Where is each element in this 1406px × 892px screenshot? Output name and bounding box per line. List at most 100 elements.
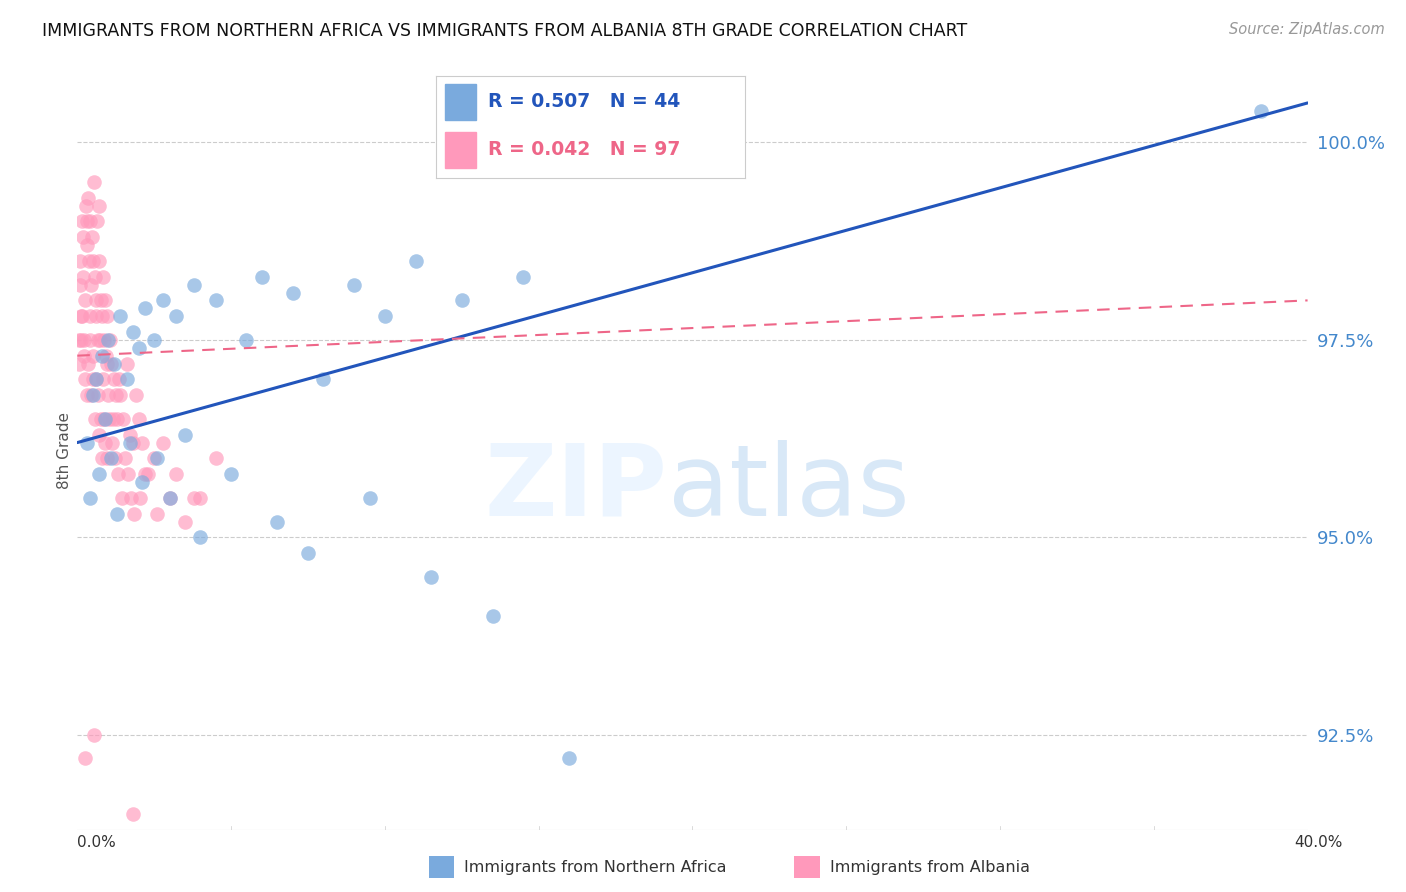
Point [159, 491, 181, 505]
Point [72, 230, 94, 244]
Point [128, 412, 150, 426]
Point [152, 435, 174, 450]
Point [79, 309, 101, 323]
Point [67, 333, 90, 347]
Text: IMMIGRANTS FROM NORTHERN AFRICA VS IMMIGRANTS FROM ALBANIA 8TH GRADE CORRELATION: IMMIGRANTS FROM NORTHERN AFRICA VS IMMIG… [42, 22, 967, 40]
Point [98, 333, 121, 347]
Point [118, 435, 141, 450]
Point [69, 333, 91, 347]
Text: R = 0.042   N = 97: R = 0.042 N = 97 [488, 140, 681, 159]
Point [165, 309, 187, 323]
Point [204, 293, 226, 308]
Point [250, 269, 273, 284]
Point [77, 191, 100, 205]
Point [101, 412, 124, 426]
Point [420, 570, 443, 584]
Point [73, 333, 96, 347]
Point [94, 349, 117, 363]
Point [183, 491, 205, 505]
Text: Immigrants from Northern Africa: Immigrants from Northern Africa [464, 860, 727, 874]
Point [343, 277, 366, 292]
Point [146, 451, 169, 466]
Point [72, 269, 94, 284]
Point [79, 491, 101, 505]
Point [90, 293, 112, 308]
Point [165, 467, 187, 482]
Point [70, 214, 93, 228]
Point [96, 309, 118, 323]
Point [115, 372, 138, 386]
Point [136, 467, 159, 482]
Point [134, 467, 156, 482]
Point [128, 341, 150, 355]
Text: 40.0%: 40.0% [1295, 836, 1343, 850]
Point [405, 254, 427, 268]
Point [96, 451, 118, 466]
Point [103, 357, 125, 371]
Point [115, 357, 138, 371]
Text: Immigrants from Albania: Immigrants from Albania [830, 860, 1029, 874]
Point [122, 507, 145, 521]
Point [86, 293, 108, 308]
Point [450, 293, 472, 308]
Point [121, 435, 143, 450]
Point [89, 333, 111, 347]
Y-axis label: 8th Grade: 8th Grade [56, 412, 72, 489]
Point [93, 412, 115, 426]
Point [82, 349, 104, 363]
Point [125, 388, 148, 402]
Point [86, 388, 108, 402]
Text: R = 0.507   N = 44: R = 0.507 N = 44 [488, 93, 681, 112]
Point [67, 357, 90, 371]
Point [82, 254, 104, 268]
Point [83, 728, 105, 742]
Point [104, 388, 127, 402]
Point [108, 372, 131, 386]
Bar [446, 84, 477, 120]
Point [104, 451, 127, 466]
Point [143, 333, 166, 347]
Point [159, 491, 181, 505]
Point [120, 491, 142, 505]
Point [100, 451, 122, 466]
Point [107, 467, 129, 482]
Point [266, 515, 288, 529]
Point [118, 427, 141, 442]
Point [84, 269, 107, 284]
Point [105, 507, 128, 521]
Point [77, 254, 100, 268]
Point [79, 214, 101, 228]
Point [87, 254, 110, 268]
Point [97, 388, 120, 402]
Point [143, 451, 166, 466]
Point [100, 357, 122, 371]
Point [93, 333, 115, 347]
Point [219, 467, 242, 482]
Point [79, 333, 101, 347]
Point [235, 333, 257, 347]
Text: Source: ZipAtlas.com: Source: ZipAtlas.com [1229, 22, 1385, 37]
Point [121, 325, 143, 339]
Point [94, 435, 117, 450]
Point [73, 751, 96, 765]
Point [188, 530, 212, 544]
Point [90, 412, 112, 426]
Point [103, 372, 125, 386]
Point [129, 491, 152, 505]
Point [134, 301, 156, 316]
Point [481, 609, 503, 624]
Point [90, 309, 114, 323]
Point [80, 388, 103, 402]
Text: 0.0%: 0.0% [77, 836, 117, 850]
Text: ZIP: ZIP [485, 440, 668, 537]
Point [174, 515, 197, 529]
Point [112, 412, 135, 426]
Point [84, 372, 107, 386]
Point [89, 427, 111, 442]
Point [73, 349, 96, 363]
Point [76, 214, 98, 228]
Text: atlas: atlas [668, 440, 910, 537]
Point [87, 333, 110, 347]
Point [110, 309, 132, 323]
Point [312, 372, 335, 386]
